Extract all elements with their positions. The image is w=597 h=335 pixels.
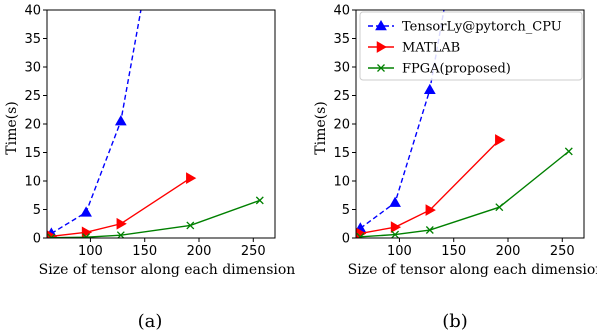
legend-item: FPGA(proposed) [368,62,511,77]
plot-area [47,10,264,238]
y-tick-label: 25 [333,89,350,104]
legend-marker [376,41,388,53]
y-tick-label: 0 [342,232,350,247]
y-tick-label: 35 [24,32,41,47]
data-point [356,232,365,238]
data-point [495,203,504,212]
legend-label: TensorLy@pytorch_CPU [402,20,562,35]
data-point [116,217,127,230]
legend-label: FPGA(proposed) [402,62,511,77]
x-tick-label: 250 [241,244,266,259]
y-axis-label: Time(s) [313,101,329,154]
legend-item: MATLAB [368,41,460,56]
y-tick-label: 40 [333,4,350,19]
legend-box [359,11,583,81]
legend-marker [377,64,385,72]
legend-item: TensorLy@pytorch_CPU [368,20,562,35]
y-axis-label: Time(s) [4,101,20,154]
series-line-1 [50,10,142,235]
y-tick-label: 0 [33,232,41,247]
data-point [390,221,402,234]
y-tick-label: 20 [24,118,41,133]
y-tick-label: 5 [33,203,41,218]
x-tick-label: 100 [387,244,412,259]
x-tick-label: 150 [441,244,466,259]
data-point [564,147,573,156]
x-axis-label: Size of tensor along each dimension [348,262,597,278]
legend-label: MATLAB [402,41,460,56]
x-tick-label: 200 [187,244,212,259]
x-tick-label: 250 [550,244,575,259]
data-point [186,172,197,185]
series-line-2 [360,139,500,235]
y-tick-label: 25 [24,89,41,104]
x-tick-label: 150 [132,244,157,259]
legend: TensorLy@pytorch_CPU MATLAB FPGA(proposed) [359,11,583,81]
data-point [391,230,400,238]
data-point [425,226,434,234]
y-tick-label: 35 [333,32,350,47]
y-tick-label: 15 [333,146,350,161]
data-point [425,204,436,216]
data-point [80,206,92,217]
data-point [389,196,401,207]
series-line-2 [51,177,191,237]
data-point [423,83,436,95]
data-point [255,196,264,205]
x-tick-label: 200 [496,244,521,259]
x-axis-label: Size of tensor along each dimension [39,262,296,278]
plot-area [356,10,573,238]
subfigure-caption: (b) [442,311,468,332]
y-tick-label: 20 [333,118,350,133]
y-tick-label: 15 [24,146,41,161]
chart-panel-1: 100 150 200 250 0 5 10 15 20 25 30 35 40 Size of tens… [4,4,296,333]
data-point [82,233,91,238]
axes-frame [46,9,276,239]
y-tick-label: 5 [342,203,350,218]
y-tick-label: 40 [24,4,41,19]
subfigure-caption: (a) [138,311,163,332]
data-point [114,115,127,126]
x-tick-label: 100 [78,244,103,259]
y-tick-label: 10 [333,175,350,190]
data-point [495,134,506,146]
chart-panel-2: 100 150 200 250 0 5 10 15 20 25 30 35 40 Size of tens… [313,4,597,333]
y-tick-label: 10 [24,175,41,190]
data-point [186,221,195,230]
y-tick-label: 30 [24,61,41,76]
data-point [116,231,125,238]
legend-marker [375,19,387,31]
y-tick-label: 30 [333,61,350,76]
